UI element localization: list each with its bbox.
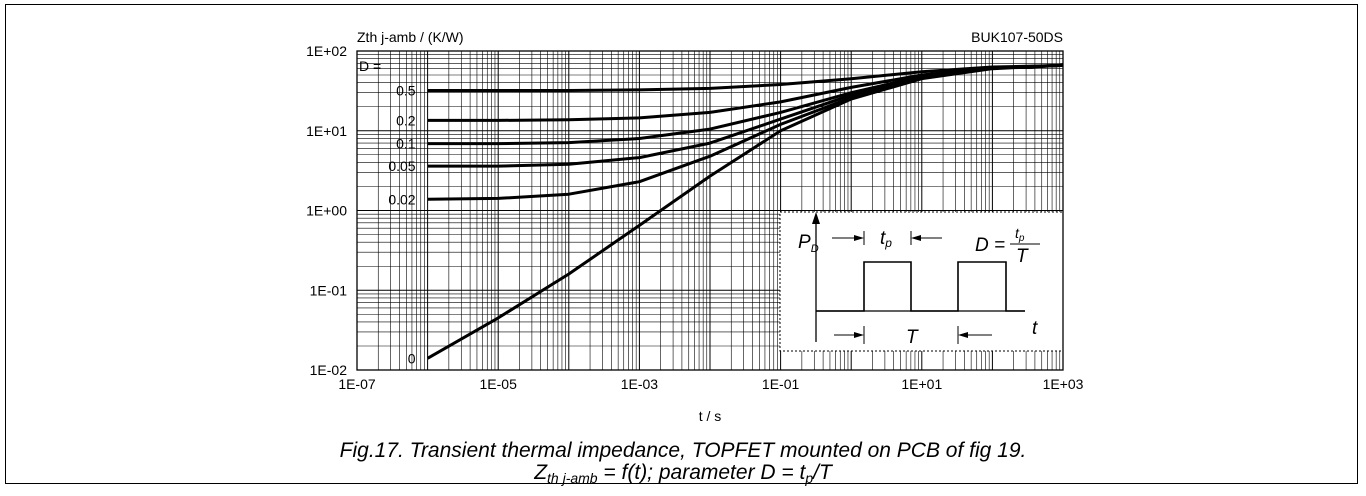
x-tick-label: 1E+03 [1043, 376, 1084, 392]
x-tick-label: 1E-07 [338, 376, 376, 392]
series-label: 0.05 [388, 158, 415, 174]
series-label: 0.02 [388, 191, 415, 207]
series-label: 0.1 [396, 136, 416, 152]
x-tick-label: 1E-03 [621, 376, 659, 392]
tick-labels: 1E-07 1E-05 1E-03 1E-01 1E+01 1E+03 1E-02 1E-01… [306, 43, 1084, 392]
series-lines [426, 63, 1064, 360]
series-line [427, 63, 1064, 92]
y-tick-label: 1E-01 [310, 282, 348, 298]
thermal-impedance-chart: 1E-07 1E-05 1E-03 1E-01 1E+01 1E+03 1E-02 1E-01… [306, 29, 1084, 424]
tp-arrowhead-right [911, 235, 921, 241]
x-tick-label: 1E-01 [762, 376, 800, 392]
inset-y-arrow [812, 212, 820, 224]
pd-label: PD [798, 232, 819, 255]
figure-frame [5, 4, 1358, 484]
caption-line-1: Fig.17. Transient thermal impedance, TOP… [339, 439, 1027, 462]
x-axis-label: t / s [699, 408, 722, 424]
part-number: BUK107-50DS [971, 29, 1063, 45]
series-line [427, 63, 1064, 168]
series-label: 0.5 [396, 82, 416, 98]
y-axis-label: Zth j-amb / (K/W) [357, 29, 464, 45]
period-arrowhead-left [854, 332, 864, 338]
series-labels: 0.5 0.2 0.1 0.05 0.02 0 [388, 82, 415, 366]
time-axis-label: t [1032, 318, 1038, 339]
legend-header: D = [359, 58, 381, 74]
y-tick-label: 1E+02 [306, 43, 347, 59]
pulse-diagram-box [779, 211, 1064, 352]
tp-label: tp [880, 228, 892, 250]
plot-area-border [356, 50, 1064, 371]
pulse-waveform [816, 261, 1025, 312]
y-tick-label: 1E+00 [306, 203, 347, 219]
x-tick-label: 1E+01 [901, 376, 942, 392]
pulse-diagram: PD tp D = tp T T t [798, 212, 1040, 348]
duty-fraction-numerator: tp [1015, 225, 1025, 244]
series-line [426, 63, 1064, 360]
y-tick-label: 1E-02 [310, 362, 348, 378]
period-arrowhead-right [958, 332, 968, 338]
y-tick-label: 1E+01 [306, 123, 347, 139]
tp-arrowhead-left [854, 235, 864, 241]
period-label: T [906, 327, 919, 348]
duty-cycle-label: D = [975, 235, 1005, 256]
series-label: 0 [408, 350, 416, 366]
figure-caption: Fig.17. Transient thermal impedance, TOP… [0, 440, 1366, 489]
x-tick-label: 1E-05 [480, 376, 518, 392]
series-label: 0.2 [396, 112, 416, 128]
duty-fraction-denominator: T [1016, 246, 1029, 267]
caption-line-2: Zth j-amb = f(t); parameter D = tp/T [534, 461, 832, 487]
plot-border [356, 50, 1064, 371]
